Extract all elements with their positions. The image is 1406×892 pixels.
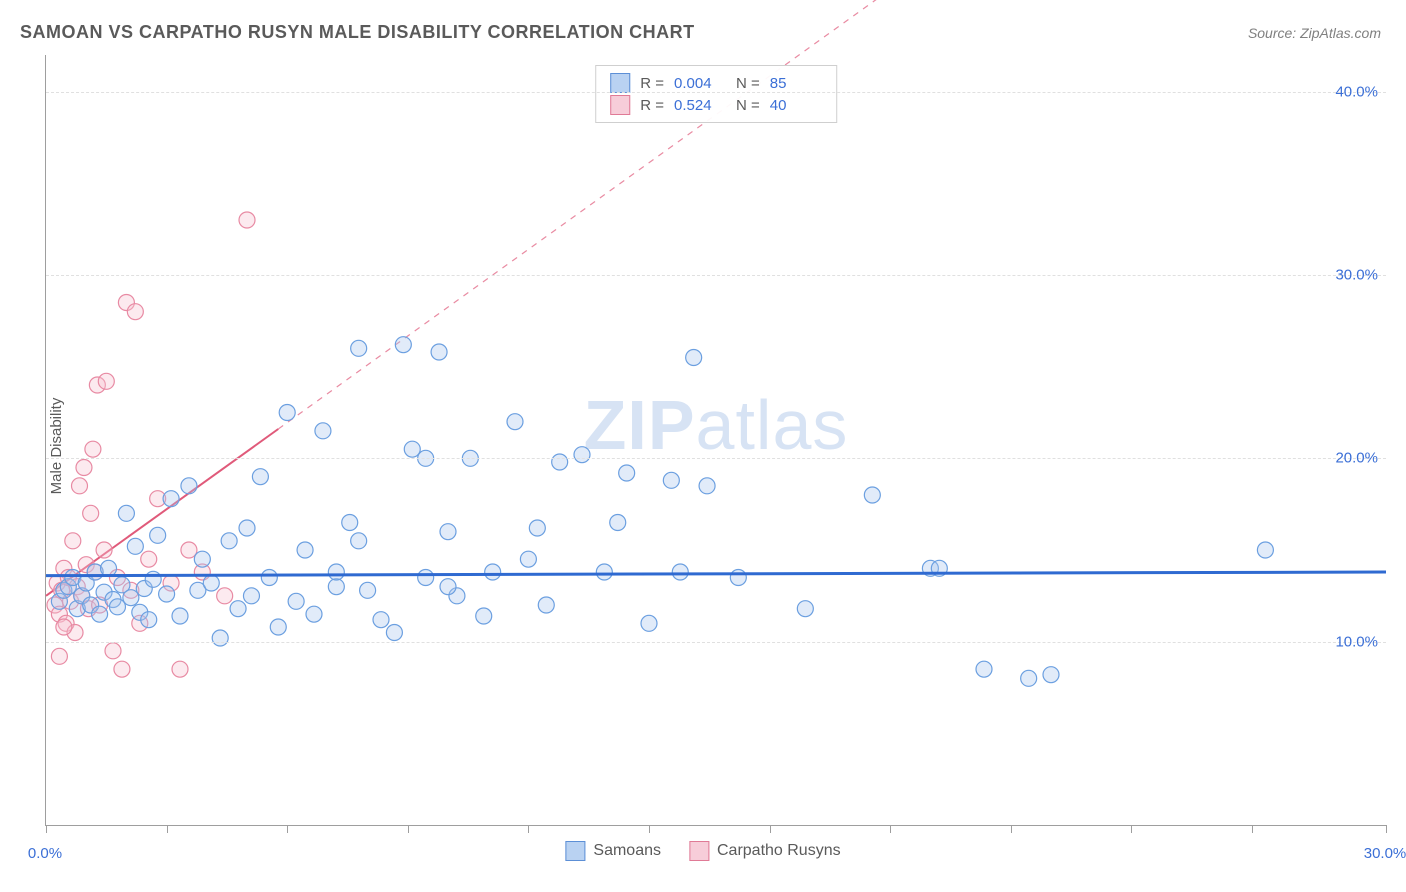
x-tick	[1131, 825, 1132, 833]
gridline	[46, 642, 1386, 643]
legend-item-samoans: Samoans	[565, 841, 661, 861]
x-tick	[46, 825, 47, 833]
swatch-samoans-icon	[610, 73, 630, 93]
gridline	[46, 275, 1386, 276]
swatch-carpatho-icon	[689, 841, 709, 861]
y-tick-label: 40.0%	[1335, 83, 1378, 100]
x-tick	[1386, 825, 1387, 833]
x-tick	[770, 825, 771, 833]
legend-item-carpatho: Carpatho Rusyns	[689, 841, 841, 861]
x-tick	[1252, 825, 1253, 833]
n-label: N =	[736, 97, 760, 114]
y-tick-label: 10.0%	[1335, 633, 1378, 650]
x-tick	[528, 825, 529, 833]
y-tick-label: 20.0%	[1335, 450, 1378, 467]
x-tick	[408, 825, 409, 833]
legend-label-carpatho: Carpatho Rusyns	[717, 842, 841, 860]
r-label: R =	[640, 97, 664, 114]
plot-area: ZIPatlas R = 0.004 N = 85 R = 0.524 N = …	[45, 55, 1386, 826]
x-tick	[1011, 825, 1012, 833]
chart-title: SAMOAN VS CARPATHO RUSYN MALE DISABILITY…	[20, 22, 695, 43]
gridline	[46, 92, 1386, 93]
n-label: N =	[736, 75, 760, 92]
r-value-carpatho: 0.524	[674, 97, 726, 114]
n-value-carpatho: 40	[770, 97, 822, 114]
chart-container: SAMOAN VS CARPATHO RUSYN MALE DISABILITY…	[0, 0, 1406, 892]
source-attribution: Source: ZipAtlas.com	[1248, 25, 1381, 41]
x-tick-label: 0.0%	[28, 845, 62, 862]
plot-svg	[46, 55, 1386, 825]
x-tick	[890, 825, 891, 833]
gridline	[46, 458, 1386, 459]
r-value-samoans: 0.004	[674, 75, 726, 92]
swatch-samoans-icon	[565, 841, 585, 861]
x-tick-label: 30.0%	[1364, 845, 1406, 862]
x-tick	[167, 825, 168, 833]
x-tick	[649, 825, 650, 833]
n-value-samoans: 85	[770, 75, 822, 92]
legend-row-carpatho: R = 0.524 N = 40	[610, 94, 822, 116]
series-legend: Samoans Carpatho Rusyns	[565, 841, 840, 861]
x-tick	[287, 825, 288, 833]
y-tick-label: 30.0%	[1335, 267, 1378, 284]
swatch-carpatho-icon	[610, 95, 630, 115]
legend-label-samoans: Samoans	[593, 842, 661, 860]
r-label: R =	[640, 75, 664, 92]
correlation-legend: R = 0.004 N = 85 R = 0.524 N = 40	[595, 65, 837, 123]
